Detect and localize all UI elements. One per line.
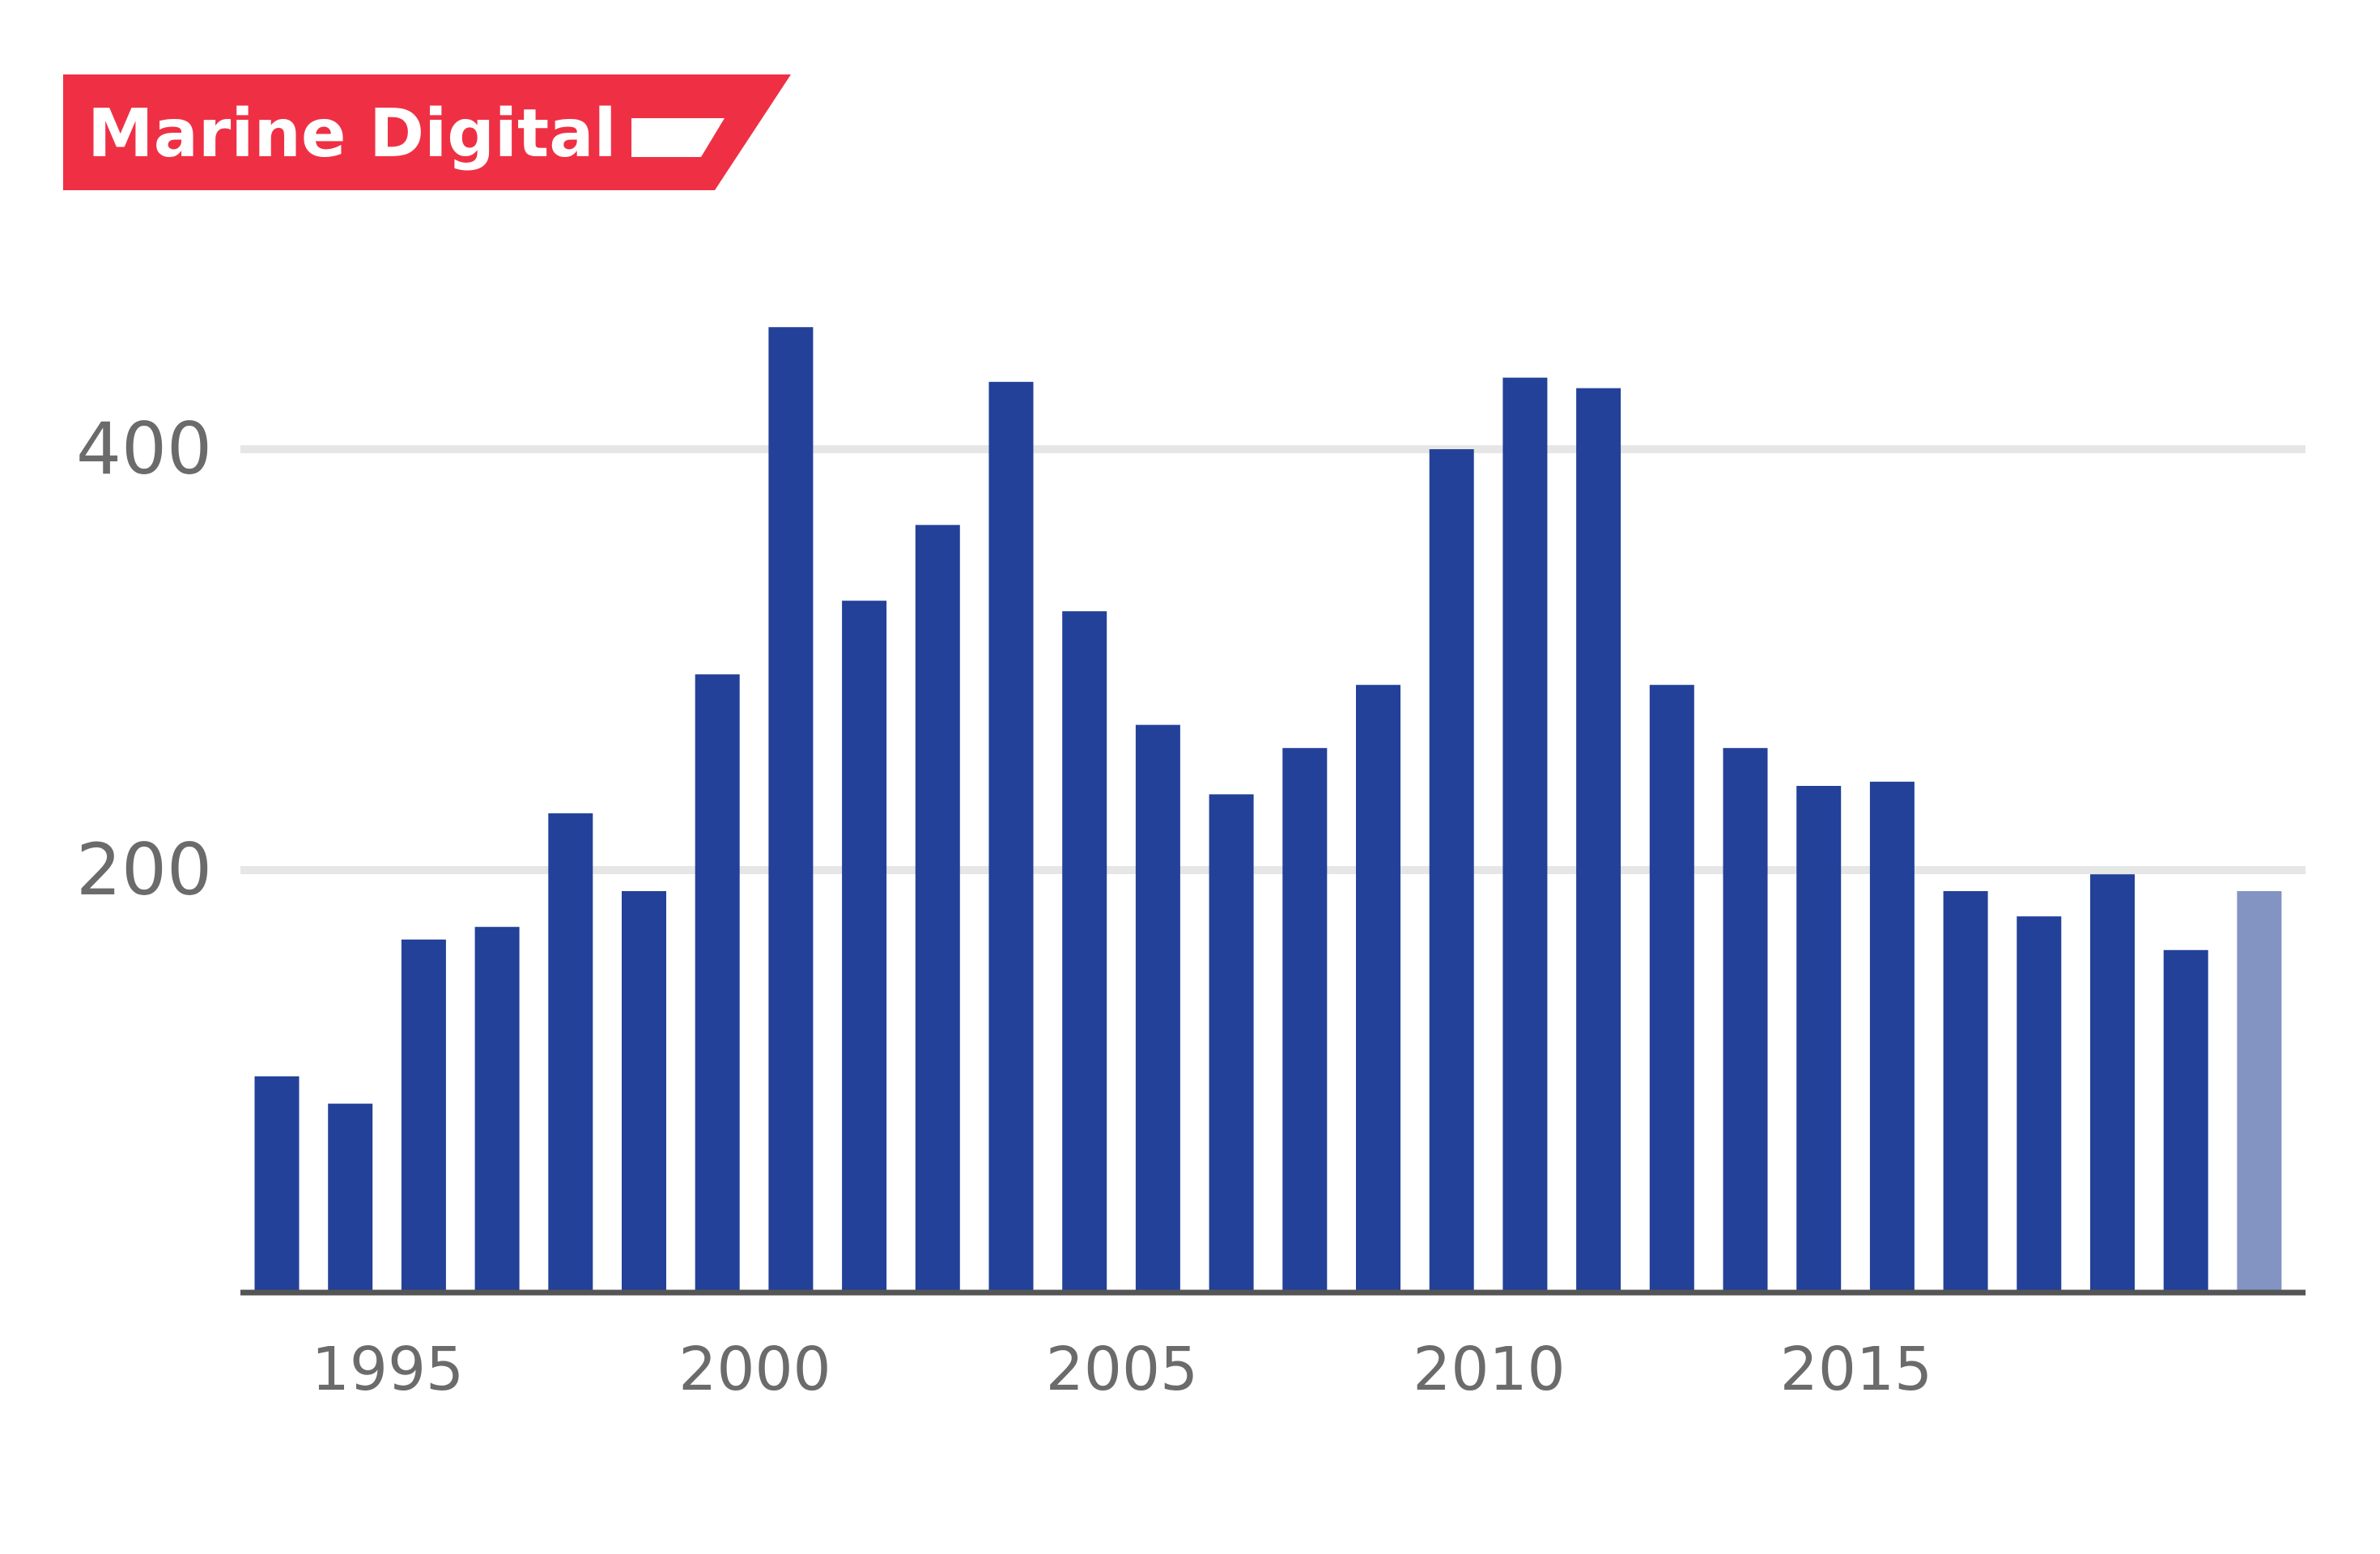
bar-2011 bbox=[1576, 388, 1621, 1292]
bar-2002 bbox=[915, 524, 960, 1291]
marine-digital-logo: Marine Digital bbox=[63, 74, 791, 190]
bar-2013 bbox=[1723, 748, 1768, 1291]
bar-2012 bbox=[1649, 685, 1694, 1291]
bar-2003 bbox=[988, 381, 1034, 1291]
bar-2015 bbox=[1869, 781, 1915, 1291]
bar-2004 bbox=[1062, 611, 1107, 1291]
bar-1997 bbox=[548, 813, 593, 1291]
bars bbox=[254, 327, 2282, 1292]
bar-1993 bbox=[254, 1076, 300, 1291]
bar-2014 bbox=[1796, 786, 1842, 1291]
x-axis-labels: 1995 2000 2005 2010 2015 bbox=[312, 1335, 1932, 1404]
y-tick-label-400: 400 bbox=[76, 407, 212, 490]
bar-2005 bbox=[1135, 724, 1180, 1291]
bar-1998 bbox=[622, 891, 666, 1291]
x-tick-label-2010: 2010 bbox=[1413, 1335, 1565, 1404]
bar-2017 bbox=[2017, 916, 2062, 1291]
bar-2018 bbox=[2090, 874, 2135, 1291]
bar-1994 bbox=[328, 1103, 373, 1291]
x-tick-label-2015: 2015 bbox=[1780, 1335, 1932, 1404]
bar-2020 bbox=[2237, 891, 2282, 1291]
x-tick-label-1995: 1995 bbox=[312, 1335, 464, 1404]
bar-2010 bbox=[1502, 377, 1548, 1292]
bar-2009 bbox=[1429, 449, 1474, 1291]
logo-flag-icon bbox=[631, 118, 725, 157]
grid-lines bbox=[240, 445, 2306, 874]
x-tick-label-2000: 2000 bbox=[678, 1335, 831, 1404]
bar-1995 bbox=[401, 939, 446, 1291]
bar-2006 bbox=[1209, 794, 1254, 1291]
bar-2007 bbox=[1282, 748, 1328, 1291]
bar-1999 bbox=[695, 674, 740, 1291]
x-tick-label-2005: 2005 bbox=[1046, 1335, 1198, 1404]
logo-banner bbox=[63, 74, 791, 190]
bar-2000 bbox=[768, 327, 814, 1292]
bar-2016 bbox=[1943, 891, 1988, 1291]
logo-text: Marine Digital bbox=[87, 96, 617, 172]
y-tick-label-200: 200 bbox=[76, 828, 212, 911]
bar-2001 bbox=[842, 601, 887, 1291]
bar-2008 bbox=[1356, 685, 1400, 1291]
y-axis-labels: 200 400 bbox=[76, 407, 212, 911]
bar-2019 bbox=[2163, 949, 2208, 1291]
bar-1996 bbox=[474, 927, 520, 1291]
